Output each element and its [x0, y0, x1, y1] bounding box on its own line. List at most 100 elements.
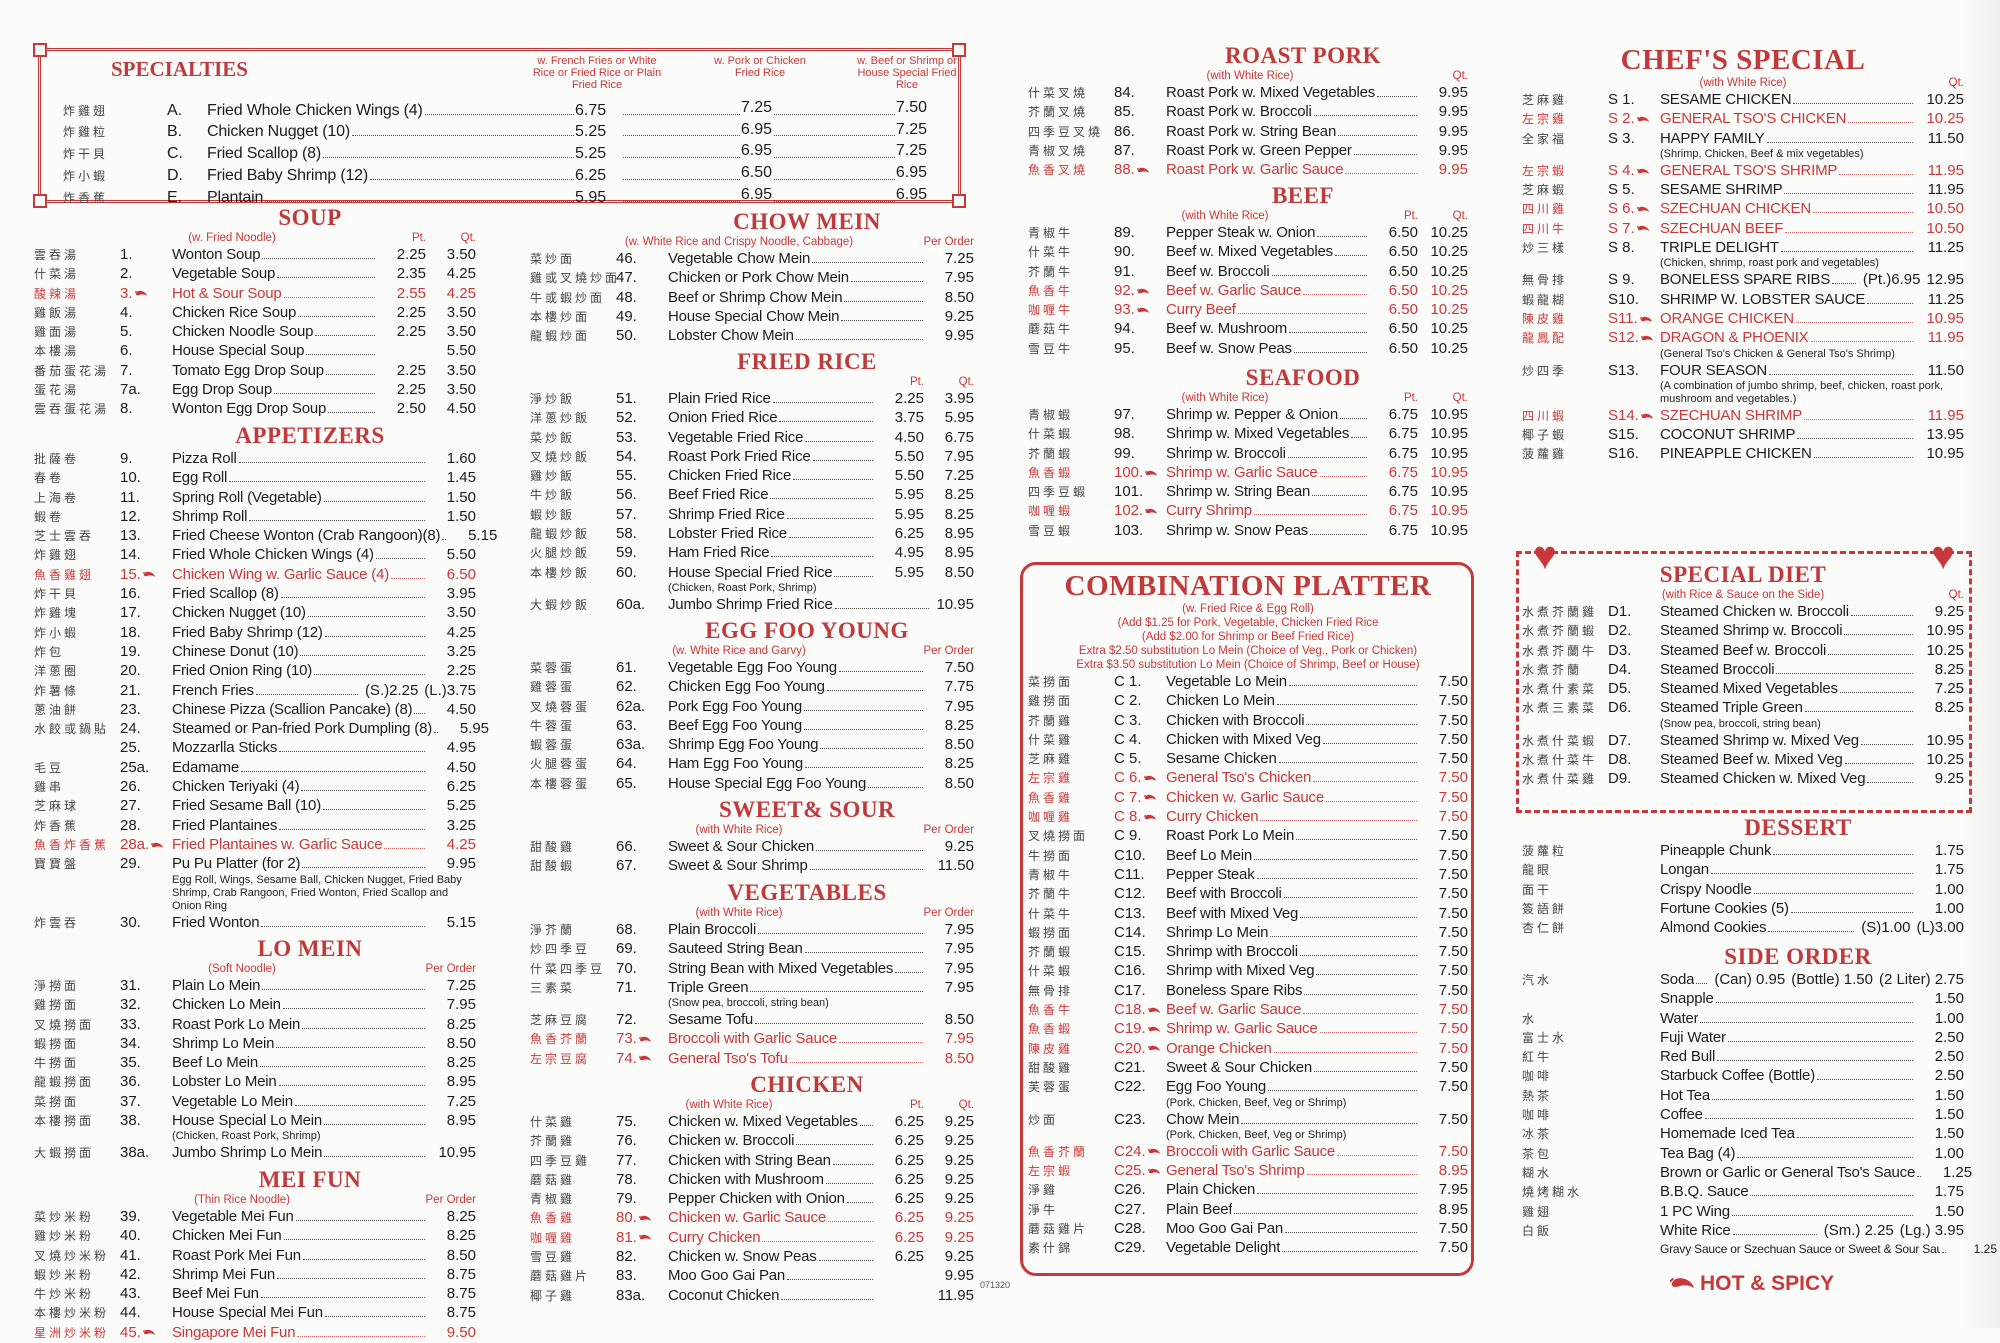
- item-name: Chicken Nugget (10): [172, 604, 306, 622]
- chili-pepper-icon: [1136, 166, 1150, 174]
- special-diet-box: ♥ ♥: [1516, 536, 1972, 813]
- item-name: Shrimp Lo Mein: [172, 1034, 275, 1052]
- chili-pepper-icon: [1669, 1272, 1696, 1296]
- item-number-cell: 83a.: [616, 1286, 668, 1305]
- price: 1.75: [1934, 1183, 1964, 1201]
- dot-leader: [788, 537, 873, 539]
- chinese-name: 甜酸雞: [530, 840, 576, 854]
- section-title: CHOW MEIN: [733, 209, 881, 234]
- item-number: C21.: [1114, 1058, 1146, 1076]
- item-number: 101.: [1114, 483, 1144, 501]
- item-number: 75.: [616, 1113, 637, 1130]
- item-number-cell: 43.: [120, 1284, 172, 1303]
- item-name: Lobster Chow Mein: [668, 327, 794, 345]
- item-number: 15.: [120, 565, 141, 583]
- price: 7.50: [1438, 1078, 1468, 1096]
- item-name: Triple Green: [668, 978, 749, 996]
- price: 7.50: [1438, 730, 1468, 748]
- item-number: S13.: [1608, 361, 1639, 379]
- price: 1.45: [446, 469, 476, 487]
- price: 6.25: [894, 1170, 924, 1188]
- item-name: Tomato Egg Drop Soup: [172, 361, 324, 379]
- item-number-cell: 38.: [120, 1111, 172, 1130]
- price: 7.50: [1438, 1039, 1468, 1057]
- price: 10.95: [1926, 445, 1964, 463]
- item-number: 53.: [616, 428, 637, 446]
- item-name: Chicken with String Bean: [668, 1151, 831, 1169]
- menu-item: 芝麻蝦 S 5. SESAME SHRIMP 11.95: [1522, 180, 1964, 199]
- item-number-cell: 48.: [616, 288, 668, 307]
- item-number-cell: C15.: [1114, 942, 1166, 961]
- section-title: SOUP: [278, 205, 342, 230]
- menu-item: 淨牛 C27. Plain Beef 8.95: [1028, 1200, 1468, 1219]
- price-cell: 5.25: [575, 121, 621, 143]
- price: 11.50: [1927, 129, 1964, 147]
- menu-item: 糊水 Brown or Garlic or General Tso's Sauce…: [1522, 1163, 1972, 1182]
- item-number-cell: 73.: [616, 1029, 668, 1048]
- item-note: (Snow pea, broccoli, string bean): [668, 997, 829, 1010]
- chinese-name: 炒面: [1028, 1112, 1059, 1127]
- item-number-cell: S 5.: [1608, 180, 1660, 199]
- menu-item: 牛撈面 C10. Beef Lo Mein 7.50: [1028, 846, 1468, 865]
- item-name: Chicken w. Mixed Vegetables: [668, 1113, 858, 1130]
- price: 12.95: [1926, 271, 1964, 289]
- item-name: Sweet & Sour Chicken: [1166, 1058, 1313, 1076]
- dot-leader: [1234, 1212, 1417, 1214]
- price: 5.50: [446, 546, 476, 564]
- price: 9.25: [944, 1113, 974, 1130]
- price: 10.95: [1430, 521, 1468, 539]
- item-number-cell: 37.: [120, 1092, 172, 1111]
- item-number: 12.: [120, 507, 141, 525]
- item-name: French Fries: [172, 681, 254, 699]
- item-number: 74.: [616, 1049, 637, 1067]
- item-name: Beef Mei Fun: [172, 1285, 259, 1303]
- item-number: C10.: [1114, 846, 1146, 864]
- menu-item: 什菜四季豆 70. String Bean with Mixed Vegetable…: [530, 959, 974, 978]
- item-number-cell: 36.: [120, 1072, 172, 1091]
- dot-leader: [1773, 854, 1913, 855]
- price: 7.50: [944, 659, 974, 676]
- item-number: C11.: [1114, 865, 1145, 883]
- menu-item: 杏仁餅 Almond Cookies (S)1.00 (L)3.00: [1522, 918, 1964, 937]
- item-number-cell: 4.: [120, 303, 172, 322]
- dot-leader: [302, 867, 425, 869]
- chinese-name: 芝麻豆腐: [530, 1013, 591, 1028]
- item-number: 63.: [616, 716, 637, 734]
- item-number-cell: S12.: [1608, 328, 1660, 347]
- item-note: (Pork, Chicken, Beef, Veg or Shrimp): [1166, 1096, 1347, 1109]
- menu-item: 上海卷 11. Spring Roll (Vegetable) 1.50: [34, 488, 476, 507]
- item-name: Vegetable Delight: [1166, 1239, 1281, 1257]
- chinese-name: 芝麻雞: [1028, 752, 1074, 767]
- price: 7.50: [1438, 1239, 1468, 1257]
- item-name: SESAME CHICKEN: [1660, 91, 1792, 108]
- chinese-name: 杏仁餅: [1522, 921, 1568, 936]
- price: 10.25: [1430, 281, 1468, 299]
- item-name: Fried Scallop (8): [172, 585, 279, 603]
- price: 8.50: [944, 1049, 974, 1067]
- item-name: Chinese Pizza (Scallion Pancake) (8): [172, 700, 413, 718]
- item-name: House Special Chow Mein: [668, 307, 840, 325]
- item-number: S 5.: [1608, 181, 1635, 199]
- menu-item: 牛蓉蛋 63. Beef Egg Foo Young 8.25: [530, 716, 974, 735]
- dot-leader: [1256, 877, 1417, 879]
- item-number-cell: 62.: [616, 677, 668, 696]
- chinese-name: 叉燒炒飯: [530, 449, 591, 464]
- item-name: Pepper Chicken with Onion: [668, 1190, 845, 1208]
- subtitle-text: Extra $3.50 substitution Lo Mein (Choice…: [1076, 659, 1420, 671]
- dot-leader: [1917, 1175, 1922, 1177]
- item-name: Moo Goo Gai Pan: [1166, 1220, 1284, 1238]
- price: 7.50: [1438, 808, 1468, 826]
- price: 7.95: [944, 447, 974, 465]
- item-name: Broccoli with Garlic Sauce: [668, 1030, 838, 1048]
- chinese-name: 淨芥蘭: [530, 923, 576, 937]
- item-number: S 3.: [1608, 129, 1635, 147]
- dot-leader: [1316, 974, 1417, 976]
- dot-leader: [1241, 1122, 1417, 1124]
- menu-item: 菜炒飯 53. Vegetable Fried Rice 4.50 6.75: [530, 428, 974, 447]
- print-code: 071320: [980, 1280, 1011, 1290]
- item-number: S 8.: [1608, 239, 1635, 257]
- price: 7.50: [1438, 1020, 1468, 1038]
- menu-item: 芥蘭蝦 99. Shrimp w. Broccoli 6.75 10.95: [1028, 444, 1468, 463]
- item-number: 28.: [120, 816, 141, 834]
- price: 8.95: [1438, 1200, 1468, 1218]
